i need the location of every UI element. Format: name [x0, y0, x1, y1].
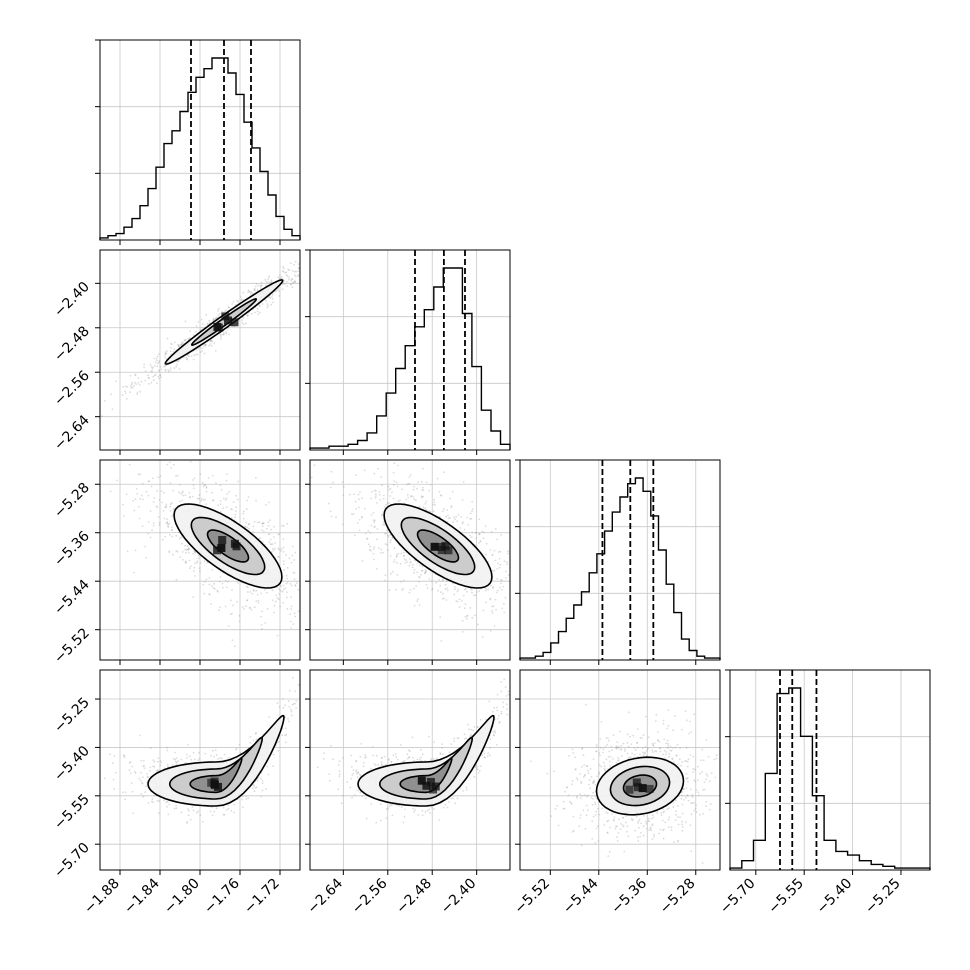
- y-tick-label: −5.25: [51, 695, 93, 737]
- panel-2-0: −5.28 −5.36 −5.44 −5.52: [51, 459, 301, 667]
- panel-0-0: [95, 39, 301, 245]
- histogram-0: [99, 57, 301, 240]
- x-tick-label: −2.48: [393, 876, 435, 918]
- panel-3-3: −5.70 −5.55 −5.40 −5.25: [717, 669, 931, 918]
- y-tick-label: −5.36: [51, 528, 93, 570]
- x-tick-label: −5.70: [717, 876, 759, 918]
- x-tick-label: −2.56: [349, 875, 391, 917]
- y-tick-label: −2.56: [51, 368, 93, 410]
- x-tick-label: −2.64: [305, 875, 347, 917]
- axes-frame: [309, 669, 511, 871]
- panel-2-1: [305, 459, 511, 665]
- y-tick-label: −5.55: [51, 791, 93, 833]
- contour-level-2: [189, 757, 243, 794]
- y-tick-label: −5.40: [51, 743, 93, 785]
- axes-frame: [519, 669, 721, 871]
- histogram-2: [519, 477, 721, 660]
- x-tick-label: −1.72: [241, 876, 283, 918]
- axes-frame: [309, 459, 511, 661]
- density-core: [213, 536, 241, 555]
- y-tick-label: −5.70: [51, 840, 93, 882]
- x-tick-label: −1.76: [201, 875, 243, 917]
- x-tick-label: −5.52: [511, 876, 553, 918]
- histogram-3: [729, 687, 931, 870]
- x-tick-label: −2.40: [438, 876, 480, 918]
- y-tick-label: −2.40: [51, 279, 93, 321]
- x-tick-label: −5.55: [765, 876, 807, 918]
- panel-3-1: −2.64 −2.56 −2.48 −2.40: [305, 669, 511, 918]
- x-tick-label: −5.44: [560, 875, 602, 917]
- axes-frame: [729, 669, 931, 871]
- panel-2-2: [515, 459, 721, 665]
- axes-frame: [519, 459, 721, 661]
- density-core: [213, 312, 239, 332]
- y-tick-label: −5.28: [51, 480, 93, 522]
- density-core: [625, 778, 654, 794]
- histogram-1: [309, 267, 511, 450]
- density-core: [207, 777, 222, 791]
- y-tick-label: −5.52: [51, 625, 93, 667]
- x-tick-label: −5.28: [657, 876, 699, 918]
- axes-frame: [309, 249, 511, 451]
- density-core: [430, 541, 453, 555]
- y-tick-label: −2.48: [51, 323, 93, 365]
- x-tick-label: −5.40: [814, 876, 856, 918]
- x-tick-label: −5.25: [862, 876, 904, 918]
- panel-1-1: [305, 249, 511, 455]
- y-tick-label: −5.44: [51, 577, 93, 619]
- density-core: [417, 776, 440, 794]
- panel-3-2: −5.52 −5.44 −5.36 −5.28: [511, 669, 721, 918]
- x-tick-label: −1.84: [121, 875, 163, 917]
- x-tick-label: −5.36: [608, 875, 650, 917]
- y-tick-label: −2.64: [51, 412, 93, 454]
- panel-1-0: −2.40−2.48−2.56−2.64: [51, 249, 301, 455]
- x-tick-label: −1.80: [161, 876, 203, 918]
- panel-3-0: −1.88−1.84−1.80−1.76−1.72 −5.25 −5.40 −5.55…: [51, 669, 301, 918]
- x-tick-label: −1.88: [81, 876, 123, 918]
- contour-level-2: [206, 529, 250, 563]
